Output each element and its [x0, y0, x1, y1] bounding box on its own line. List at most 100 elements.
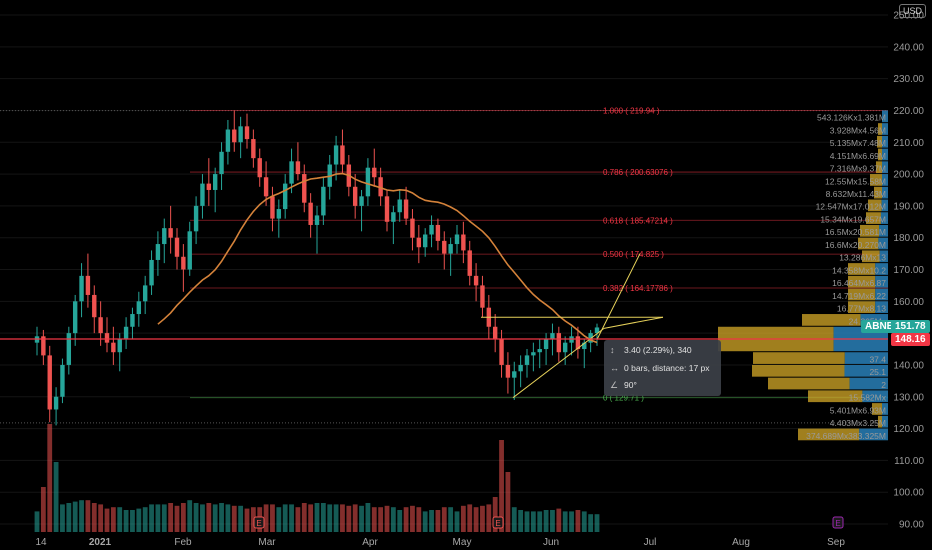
volume-bar — [486, 504, 492, 532]
time-tick-label: Jul — [644, 537, 657, 548]
volume-bar — [244, 508, 250, 532]
price-axis[interactable]: 250.00 240.00 230.00 220.00 210.00 200.00 190.… — [888, 0, 932, 550]
profile-row-down — [882, 123, 888, 135]
volume-bar — [581, 511, 587, 532]
fib-level-label: 0.500 ( 174.825 ) — [603, 250, 664, 259]
fib-level-label: 0 ( 129.71 ) — [603, 394, 644, 403]
volume-bar — [518, 510, 524, 532]
volume-bar — [340, 504, 345, 532]
volume-bars — [34, 424, 600, 532]
profile-row-down — [833, 326, 888, 339]
candle-body — [270, 196, 275, 219]
fib-level-label: 0.618 ( 185.47214 ) — [603, 216, 673, 225]
candle-body — [435, 224, 441, 241]
candle-body — [155, 244, 161, 260]
volume-bar — [429, 510, 434, 532]
candle-body — [282, 183, 288, 210]
volume-bar — [289, 504, 294, 532]
earnings-event-label: E — [256, 519, 261, 528]
volume-bar — [282, 504, 288, 532]
time-tick-label: Sep — [827, 537, 845, 548]
candle-body — [72, 301, 78, 334]
profile-row-label: 3.928Mx4.56M — [830, 125, 886, 135]
profile-row-label: 543.126Kx1.381M — [817, 113, 886, 123]
candle-body — [289, 161, 294, 184]
profile-row-up — [870, 174, 882, 186]
volume-bar — [473, 507, 479, 532]
volume-profile: 543.126Kx1.381M 3.928Mx4.56M 5.135Mx7.48M 4… — [718, 110, 888, 441]
profile-row-up — [753, 352, 845, 364]
horizontal-line-price: 148.16 — [895, 333, 926, 345]
candle-body — [225, 129, 231, 152]
volume-bar — [301, 503, 307, 532]
profile-row-up — [808, 390, 863, 403]
candle-body — [53, 396, 59, 410]
profile-row-up — [798, 428, 860, 441]
earnings-event-marker[interactable] — [253, 516, 265, 529]
rising-trendline[interactable] — [512, 327, 605, 399]
volume-bar — [594, 514, 600, 532]
volume-bar — [136, 508, 142, 532]
profile-row-down — [833, 339, 888, 352]
volume-bar — [110, 507, 116, 532]
candle-body — [588, 333, 593, 343]
candle-body — [378, 177, 383, 197]
wedge-edge[interactable] — [603, 316, 664, 329]
projection-line[interactable] — [596, 253, 641, 340]
earnings-event-label: E — [835, 519, 840, 528]
profile-row-label: 37.4 — [869, 354, 886, 364]
volume-bar — [480, 505, 485, 532]
volume-bar — [142, 507, 148, 532]
time-tick-label: Mar — [258, 537, 276, 548]
currency-label[interactable]: USD — [898, 4, 926, 18]
volume-bar — [403, 507, 409, 532]
profile-row-down — [882, 148, 888, 161]
profile-row-down — [879, 224, 888, 237]
profile-row-down — [882, 415, 888, 428]
trend-drawings[interactable] — [481, 253, 664, 399]
fib-level-label: 1.000 ( 219.94 ) — [603, 107, 660, 116]
volume-bar — [238, 505, 244, 532]
volume-bar — [499, 440, 504, 532]
candle-body — [302, 174, 307, 203]
candle-body — [238, 126, 243, 143]
candle-body — [60, 364, 65, 397]
measure-price-row: ↕ 3.40 (2.29%), 340 — [610, 344, 692, 356]
candle-body — [41, 336, 46, 356]
profile-row-label: 7.316Mx9.37M — [830, 164, 886, 174]
fibonacci-retracement[interactable]: 1.000 ( 219.94 ) 0.786 ( 200.63076 ) 0.618… — [190, 107, 888, 403]
time-tick-label: May — [453, 537, 472, 548]
earnings-event-marker[interactable] — [492, 516, 504, 529]
volume-bar — [441, 507, 447, 532]
candle-body — [410, 218, 415, 238]
measure-angle: 90° — [624, 380, 637, 390]
candle-body — [111, 342, 116, 353]
time-axis[interactable]: 14 2021 Feb Mar Apr May Jun Jul Aug Sep — [35, 537, 845, 548]
profile-row-down — [878, 237, 888, 250]
price-tick-label: 170.00 — [893, 265, 924, 276]
volume-bar — [537, 511, 543, 532]
volume-bar — [365, 503, 371, 532]
volume-bar — [359, 505, 364, 532]
candle-body — [47, 355, 52, 410]
candle-body — [123, 326, 129, 340]
candle-body — [66, 333, 72, 365]
earnings-event-marker[interactable] — [832, 516, 844, 529]
volume-bar — [511, 507, 517, 532]
profile-row-label: 16.6Mx20.270M — [825, 240, 886, 250]
candle-body — [352, 186, 358, 206]
volume-bar — [117, 507, 123, 532]
candle-body — [206, 183, 212, 190]
profile-row-up — [878, 123, 882, 135]
profile-row-up — [858, 237, 879, 250]
profile-row-down — [882, 110, 888, 123]
volume-bar — [562, 511, 568, 532]
volume-bar — [66, 503, 72, 532]
profile-row-up — [848, 288, 876, 301]
measure-tooltip: ↕ 3.40 (2.29%), 340 ↔ 0 bars, distance: 17… — [604, 340, 721, 396]
time-tick-label: Aug — [732, 537, 750, 548]
candle-body — [359, 196, 364, 206]
volume-bar — [174, 505, 180, 532]
